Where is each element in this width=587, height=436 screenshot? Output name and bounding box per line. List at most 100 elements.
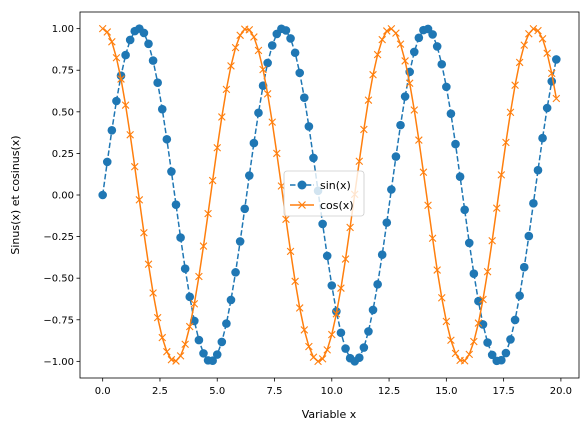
data-point <box>446 109 456 118</box>
data-point <box>254 46 263 55</box>
data-point <box>295 68 305 78</box>
data-point <box>98 190 107 200</box>
data-point <box>451 349 460 358</box>
y-tick-label: −0.75 <box>43 315 74 326</box>
data-point <box>117 75 125 83</box>
legend-label-cos: cos(x) <box>320 199 354 212</box>
data-point <box>552 94 561 103</box>
data-point <box>204 209 212 218</box>
data-point <box>235 237 245 246</box>
data-point <box>102 157 112 167</box>
data-point <box>208 176 217 185</box>
data-point <box>263 58 272 68</box>
data-point <box>478 320 488 329</box>
data-point <box>534 26 542 35</box>
data-point <box>300 326 309 334</box>
data-point <box>529 199 538 208</box>
data-point <box>355 157 364 166</box>
data-point <box>442 82 451 92</box>
data-point <box>286 247 295 256</box>
data-point <box>121 50 130 60</box>
data-point <box>336 328 346 338</box>
data-point <box>295 304 304 312</box>
data-point <box>190 300 199 308</box>
data-point <box>148 56 158 65</box>
data-point <box>465 350 474 359</box>
legend: sin(x) cos(x) <box>283 170 365 217</box>
data-point <box>364 327 373 336</box>
data-point <box>451 139 460 149</box>
data-point <box>227 62 235 70</box>
data-point <box>487 350 497 360</box>
x-ticks: 0.0 2.5 5.0 7.5 10.0 12.5 15.0 17.5 20.0 <box>95 378 572 397</box>
data-point <box>217 337 227 347</box>
data-point <box>382 27 391 35</box>
data-point <box>158 333 167 342</box>
data-point <box>135 196 144 204</box>
data-point <box>469 269 479 278</box>
data-point <box>378 35 386 44</box>
data-point <box>112 96 121 106</box>
data-point <box>510 315 520 325</box>
data-point <box>304 122 314 131</box>
data-point <box>162 134 172 144</box>
data-point <box>190 316 199 326</box>
data-point <box>208 356 217 365</box>
data-point <box>328 330 336 339</box>
data-point <box>410 106 419 114</box>
legend-marker-sin <box>297 180 307 190</box>
x-tick-label: 7.5 <box>267 386 283 397</box>
data-point <box>337 284 345 292</box>
data-point <box>212 350 222 359</box>
data-point <box>268 118 277 126</box>
data-point <box>199 349 208 358</box>
data-point <box>474 319 483 327</box>
data-point <box>281 26 291 35</box>
data-point <box>520 41 529 49</box>
data-point <box>126 130 134 139</box>
data-point <box>199 242 208 250</box>
x-tick-label: 2.5 <box>152 386 168 397</box>
data-point <box>346 223 354 232</box>
data-point <box>533 165 543 175</box>
y-tick-label: 0.75 <box>52 66 74 77</box>
data-point <box>108 37 116 46</box>
data-point <box>479 295 487 304</box>
y-tick-label: 0.00 <box>52 191 74 202</box>
data-point <box>318 355 327 363</box>
data-point <box>401 57 409 65</box>
data-point <box>218 113 226 121</box>
data-point <box>502 138 510 147</box>
data-point <box>226 295 236 305</box>
data-point <box>144 39 153 49</box>
data-point <box>506 335 515 344</box>
data-point <box>250 33 258 41</box>
x-tick-label: 0.0 <box>95 386 111 397</box>
data-point <box>323 346 331 354</box>
data-point <box>327 281 337 290</box>
data-point <box>474 296 483 306</box>
data-point <box>103 28 112 36</box>
legend-marker-cos <box>298 201 306 209</box>
data-point <box>538 34 547 43</box>
data-point <box>428 30 437 39</box>
y-tick-label: −0.25 <box>43 232 74 243</box>
data-point <box>524 231 534 241</box>
data-point <box>231 268 240 277</box>
data-point <box>415 136 423 144</box>
data-point <box>341 255 350 263</box>
data-point <box>249 138 259 148</box>
data-point <box>163 347 171 356</box>
data-point <box>519 262 529 272</box>
data-point <box>428 234 437 243</box>
data-point <box>511 81 519 89</box>
data-point <box>112 53 121 62</box>
x-tick-label: 17.5 <box>492 386 514 397</box>
data-point <box>414 33 424 43</box>
x-tick-label: 20.0 <box>550 386 572 397</box>
data-point <box>185 322 194 331</box>
data-point <box>455 172 465 181</box>
data-point <box>488 236 496 245</box>
data-point <box>121 101 130 109</box>
data-point <box>291 277 299 286</box>
